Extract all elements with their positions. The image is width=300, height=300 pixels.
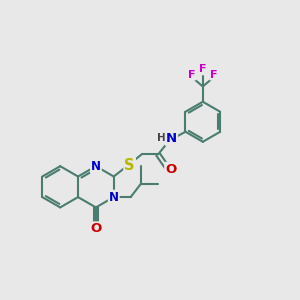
Text: N: N xyxy=(166,132,177,145)
Text: S: S xyxy=(124,158,135,173)
Text: F: F xyxy=(210,70,218,80)
Text: N: N xyxy=(91,160,101,173)
Text: F: F xyxy=(188,70,195,80)
Text: F: F xyxy=(199,64,207,74)
Text: O: O xyxy=(165,163,176,176)
Text: N: N xyxy=(109,190,119,204)
Text: H: H xyxy=(157,134,166,143)
Text: O: O xyxy=(90,222,101,236)
